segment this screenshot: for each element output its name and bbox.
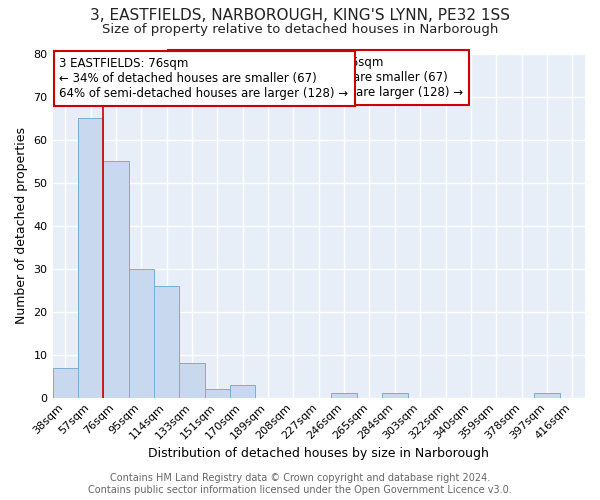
Bar xyxy=(382,394,407,398)
Y-axis label: Number of detached properties: Number of detached properties xyxy=(15,128,28,324)
X-axis label: Distribution of detached houses by size in Narborough: Distribution of detached houses by size … xyxy=(148,447,489,460)
Bar xyxy=(128,269,154,398)
Bar xyxy=(103,162,128,398)
Bar xyxy=(534,394,560,398)
Text: Size of property relative to detached houses in Narborough: Size of property relative to detached ho… xyxy=(102,22,498,36)
Text: 3, EASTFIELDS, NARBOROUGH, KING'S LYNN, PE32 1SS: 3, EASTFIELDS, NARBOROUGH, KING'S LYNN, … xyxy=(90,8,510,22)
Bar xyxy=(230,384,256,398)
Bar xyxy=(205,389,230,398)
Bar xyxy=(179,363,205,398)
Text: 3 EASTFIELDS: 76sqm
← 34% of detached houses are smaller (67)
64% of semi-detach: 3 EASTFIELDS: 76sqm ← 34% of detached ho… xyxy=(59,57,349,100)
Bar xyxy=(78,118,103,398)
Bar xyxy=(331,394,357,398)
Text: 3 EASTFIELDS: 76sqm
← 34% of detached houses are smaller (67)
64% of semi-detach: 3 EASTFIELDS: 76sqm ← 34% of detached ho… xyxy=(174,56,463,99)
Bar xyxy=(154,286,179,398)
Text: Contains HM Land Registry data © Crown copyright and database right 2024.
Contai: Contains HM Land Registry data © Crown c… xyxy=(88,474,512,495)
Bar xyxy=(53,368,78,398)
